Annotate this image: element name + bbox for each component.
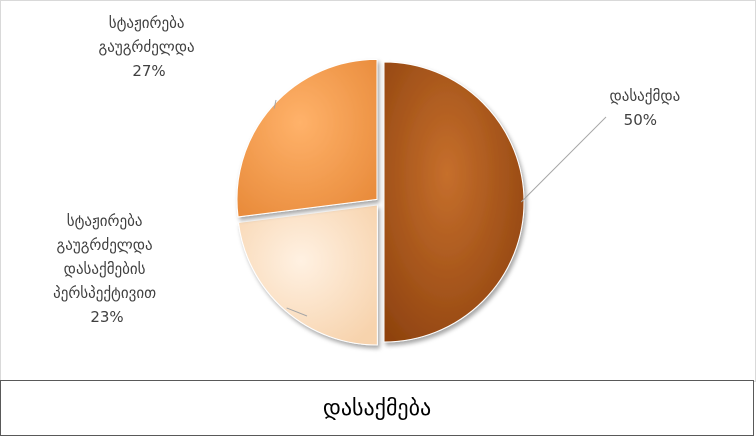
pie-chart: დასაქმდა 50% სტაჟირება გაუგრძელდა დასაქმ… [53,14,685,346]
leader-line-0 [520,116,607,203]
chart-area [0,0,756,382]
pie-slice-1 [237,204,378,346]
leader-line-1 [286,307,308,317]
pie-slice-2 [236,58,378,218]
label-slice-0: დასაქმდა 50% [609,87,685,129]
leader-line-2 [273,99,277,109]
chart-footer: დასაქმება [0,380,754,436]
pie-slice-0 [383,61,525,343]
footer-title: დასაქმება [322,395,432,421]
label-slice-1: სტაჟირება გაუგრძელდა დასაქმების პერსპექტ… [53,212,161,326]
label-slice-2: სტაჟირება გაუგრძელდა 27% [99,14,200,80]
